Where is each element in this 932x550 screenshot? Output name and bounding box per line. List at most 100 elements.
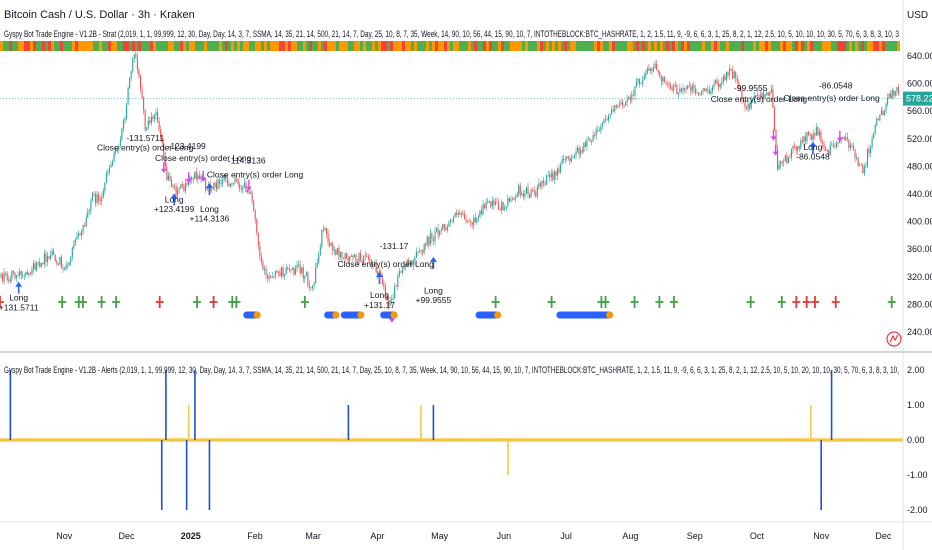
candle-body <box>454 212 456 217</box>
candle-body <box>888 93 890 99</box>
candle-body <box>832 144 834 147</box>
candle-body <box>815 127 817 136</box>
candlestick-series <box>0 50 899 311</box>
time-tick-label: Nov <box>56 531 73 541</box>
candle-body <box>600 126 602 131</box>
candle-body <box>48 256 50 259</box>
candle-body <box>535 192 537 197</box>
trade-annotation: +99.9555 <box>416 295 452 305</box>
candle-body <box>677 92 679 95</box>
heat-cell <box>105 41 108 51</box>
candle-body <box>462 213 464 215</box>
candle-body <box>310 287 312 289</box>
candle-body <box>715 80 717 84</box>
candle-body <box>158 120 160 130</box>
candle <box>279 267 281 277</box>
candle <box>126 102 128 121</box>
candle-body <box>825 148 827 151</box>
candle <box>361 259 363 264</box>
heat-cell <box>432 41 435 51</box>
candle-body <box>504 206 506 211</box>
candle <box>490 201 492 209</box>
arrow-head <box>170 193 178 199</box>
heat-cell <box>108 41 111 51</box>
heat-cell <box>858 41 861 51</box>
trade-annotation: Close entry(s) order Long <box>338 259 435 269</box>
candle-body <box>682 87 684 92</box>
heat-cell <box>510 41 513 51</box>
candle-body <box>688 85 690 88</box>
candle <box>835 140 837 150</box>
heat-cell <box>423 41 426 51</box>
candle-body <box>301 267 303 274</box>
candle-body <box>508 198 510 202</box>
candle-body <box>755 95 757 97</box>
heat-cell <box>207 41 210 51</box>
candle <box>276 269 278 274</box>
time-tick-label: 2025 <box>181 531 201 541</box>
alerts-axis[interactable]: 2.001.000.00-1.00-2.00 <box>907 365 928 515</box>
candle-body <box>178 188 180 190</box>
candle-body <box>394 286 396 298</box>
heat-cell <box>342 41 345 51</box>
candle <box>274 270 276 280</box>
candle <box>36 260 38 272</box>
candle <box>894 91 896 98</box>
candle-body <box>384 287 386 296</box>
candle-body <box>883 111 886 116</box>
candle <box>330 241 332 247</box>
candle <box>214 181 216 192</box>
candle <box>85 213 87 228</box>
heat-cell <box>531 41 534 51</box>
candle-body <box>732 70 734 79</box>
candle-body <box>356 261 359 263</box>
candle <box>132 57 134 73</box>
candle-body <box>105 173 107 183</box>
heat-cell <box>474 41 477 51</box>
heat-cell <box>354 41 357 51</box>
candle <box>550 168 552 182</box>
heat-cell <box>678 41 681 51</box>
time-tick-label: Mar <box>305 531 321 541</box>
candle-body <box>250 192 252 194</box>
heat-cell <box>276 41 279 51</box>
candle-body <box>5 273 7 274</box>
candle-body <box>718 83 720 88</box>
candle <box>679 83 681 94</box>
signal-plus <box>547 296 556 308</box>
candle <box>732 66 734 80</box>
candle <box>814 132 816 140</box>
time-tick-label: Jun <box>497 531 512 541</box>
candle <box>876 116 878 127</box>
candle-body <box>879 114 881 121</box>
candle <box>488 199 490 204</box>
candle-body <box>733 72 735 79</box>
candle-body <box>11 270 13 280</box>
candle-body <box>226 178 228 183</box>
candle-body <box>139 76 142 89</box>
candle <box>832 140 834 149</box>
candle <box>618 100 620 109</box>
candle <box>710 88 712 96</box>
candle-body <box>70 256 72 263</box>
candle-body <box>583 142 585 152</box>
candle <box>99 196 101 206</box>
candle-body <box>866 149 868 166</box>
candle-body <box>62 267 64 270</box>
heat-cell <box>180 41 183 51</box>
candle-body <box>457 212 459 215</box>
candle <box>290 269 292 274</box>
alerts-legend[interactable]: Gyspy Bot Trade Engine - V1.2B - Alerts … <box>4 365 899 375</box>
candle <box>653 63 655 73</box>
strategy-legend[interactable]: Gyspy Bot Trade Engine - V1.2B - Strat (… <box>4 29 899 39</box>
price-axis[interactable]: 640.00600.00560.00520.00480.00440.00400.… <box>907 51 932 337</box>
candle <box>161 133 163 147</box>
candle <box>256 217 258 236</box>
candle-body <box>37 262 39 264</box>
candle <box>180 184 182 189</box>
candle <box>556 167 558 181</box>
heat-cell <box>351 41 354 51</box>
time-axis[interactable]: Nov Dec 2025 Feb Mar Apr May Jun Jul Aug Sep Oct Nov… <box>56 531 892 541</box>
candle-body <box>459 212 461 215</box>
candle <box>694 84 696 96</box>
